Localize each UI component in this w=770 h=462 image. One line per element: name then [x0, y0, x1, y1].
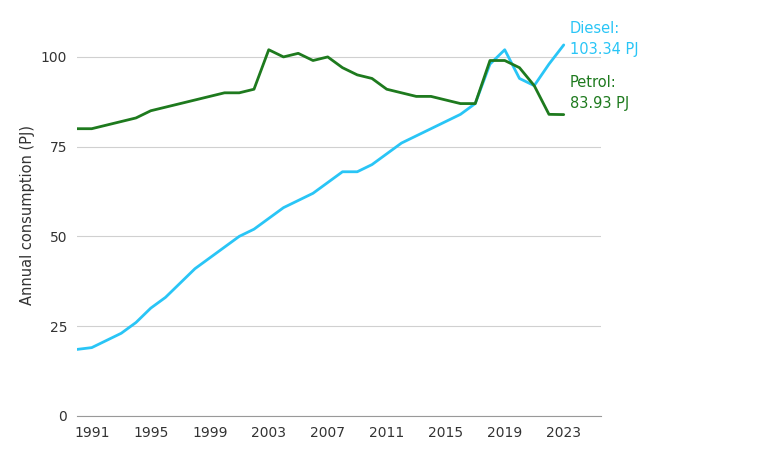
- Text: Petrol:: Petrol:: [570, 74, 616, 90]
- Text: 103.34 PJ: 103.34 PJ: [570, 42, 638, 57]
- Text: 83.93 PJ: 83.93 PJ: [570, 96, 629, 111]
- Y-axis label: Annual consumption (PJ): Annual consumption (PJ): [20, 125, 35, 305]
- Text: Diesel:: Diesel:: [570, 21, 620, 36]
